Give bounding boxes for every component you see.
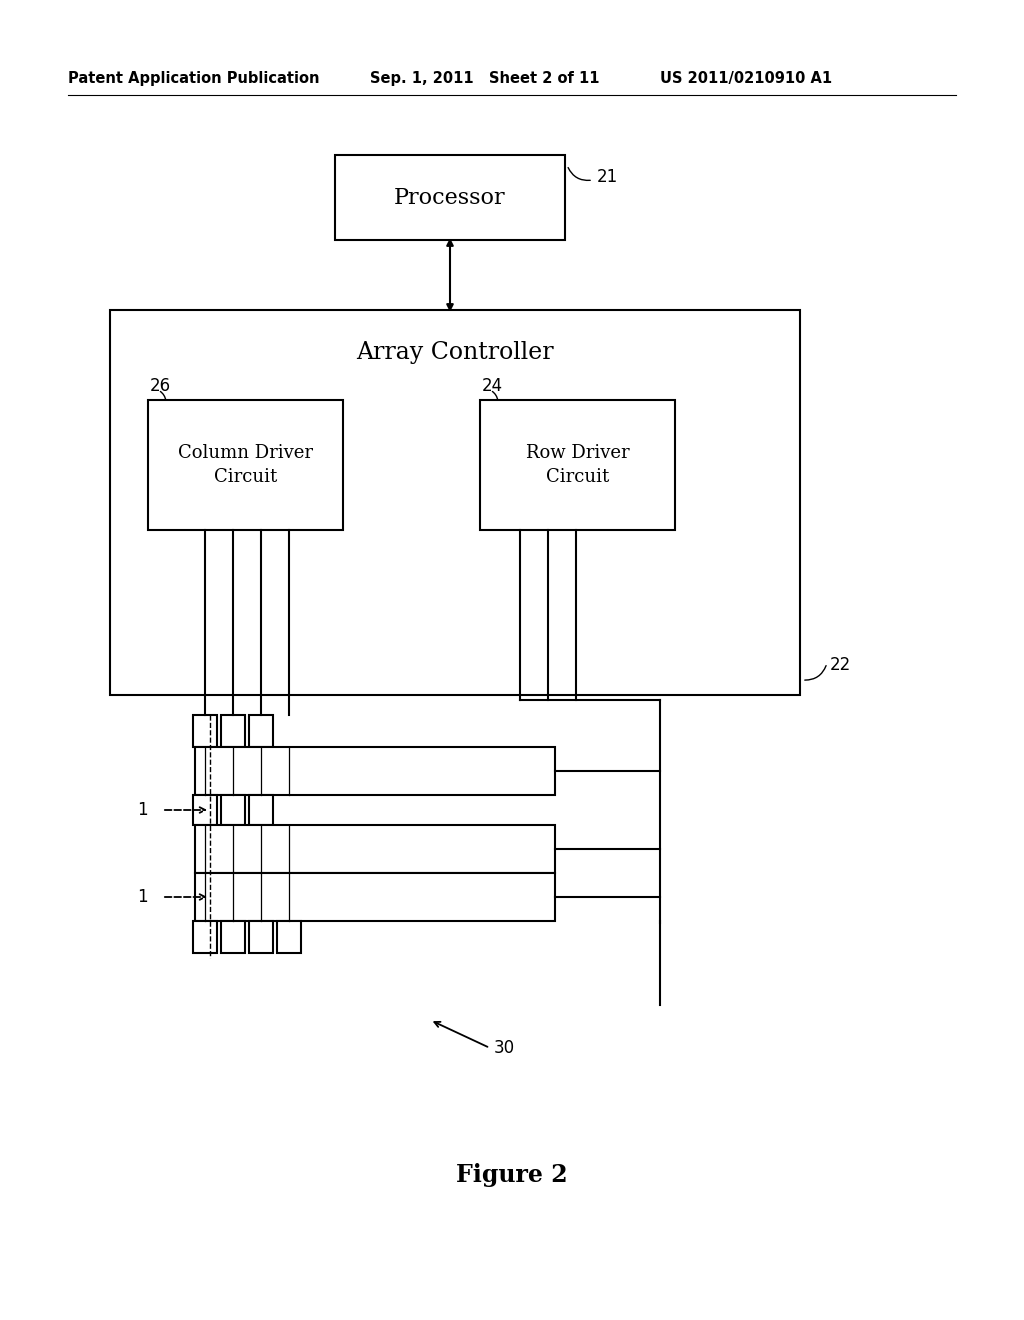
Bar — [221, 715, 245, 747]
Bar — [480, 400, 675, 531]
Bar — [193, 921, 217, 953]
Bar — [193, 715, 217, 747]
Text: 21: 21 — [597, 168, 618, 186]
Bar — [221, 921, 245, 953]
Bar — [195, 873, 555, 921]
Text: Sep. 1, 2011   Sheet 2 of 11: Sep. 1, 2011 Sheet 2 of 11 — [370, 70, 599, 86]
Bar — [249, 921, 273, 953]
Bar — [148, 400, 343, 531]
Text: Patent Application Publication: Patent Application Publication — [68, 70, 319, 86]
Bar — [221, 795, 245, 825]
Text: US 2011/0210910 A1: US 2011/0210910 A1 — [660, 70, 833, 86]
Bar — [249, 795, 273, 825]
Text: 30: 30 — [494, 1039, 515, 1057]
Text: 26: 26 — [150, 378, 171, 395]
Bar — [195, 747, 555, 795]
Bar — [335, 154, 565, 240]
Text: 1: 1 — [137, 801, 148, 818]
Text: Array Controller: Array Controller — [356, 341, 554, 363]
Bar — [195, 825, 555, 873]
Text: 22: 22 — [830, 656, 851, 675]
Bar — [249, 715, 273, 747]
Bar — [278, 921, 301, 953]
Text: Column Driver
Circuit: Column Driver Circuit — [178, 445, 313, 486]
Text: Figure 2: Figure 2 — [456, 1163, 568, 1187]
Bar — [110, 310, 800, 696]
Text: 1: 1 — [137, 888, 148, 906]
Text: 24: 24 — [482, 378, 503, 395]
Text: Row Driver
Circuit: Row Driver Circuit — [525, 445, 630, 486]
Text: Processor: Processor — [394, 186, 506, 209]
Bar — [193, 795, 217, 825]
